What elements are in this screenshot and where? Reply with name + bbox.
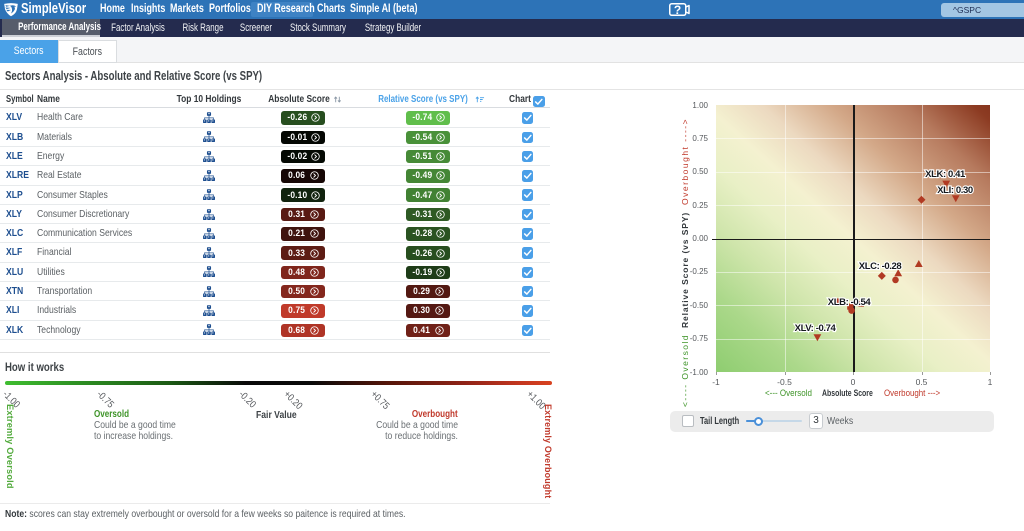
svg-text:XLC: -0.28: XLC: -0.28: [859, 261, 902, 272]
svg-text:?: ?: [674, 3, 681, 16]
svg-text:XLB: -0.54: XLB: -0.54: [828, 297, 872, 308]
svg-text:XLV: -0.74: XLV: -0.74: [795, 323, 837, 334]
svg-text:XLK: 0.41: XLK: 0.41: [925, 169, 966, 180]
svg-text:XLI: 0.30: XLI: 0.30: [937, 185, 973, 196]
